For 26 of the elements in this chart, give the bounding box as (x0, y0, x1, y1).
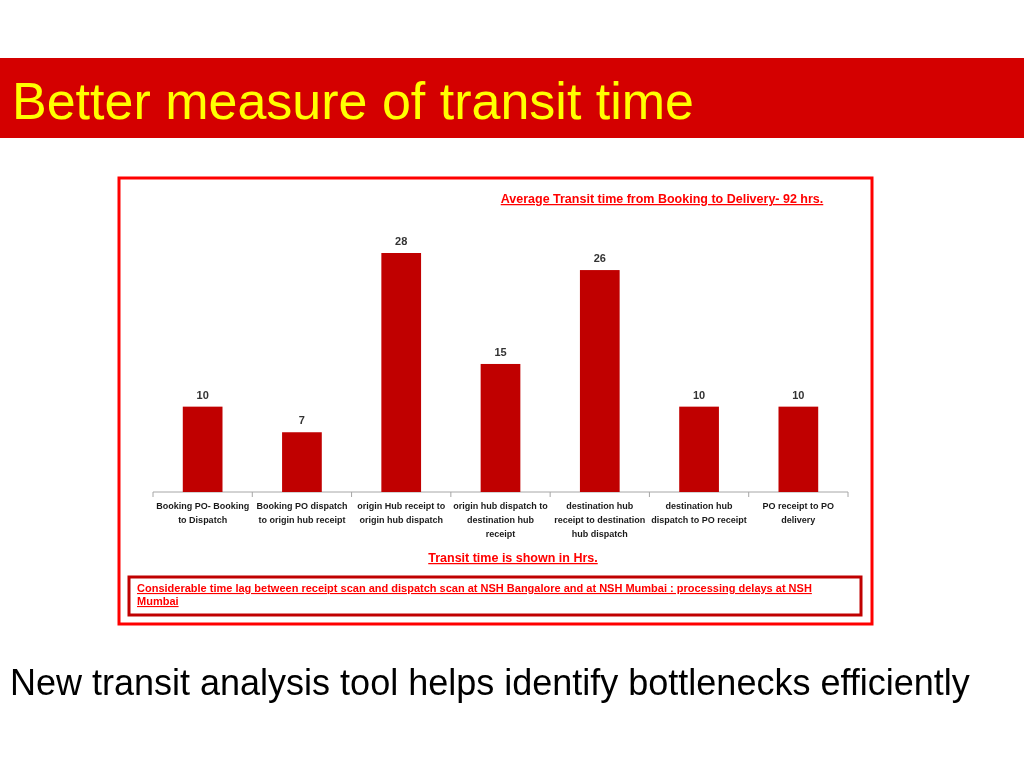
x-axis-title: Transit time is shown in Hrs. (428, 551, 598, 565)
text: Considerable time lag between receipt scan and dispatch scan at NSH Bangalore and at NSH Mumbai : processing delays at NSH Mumbai (137, 582, 812, 607)
data-label: 28 (395, 235, 408, 247)
bar (282, 432, 322, 492)
data-label: 10 (792, 388, 805, 401)
text: New transit analysis tool helps identify bottlenecks efficiently (10, 662, 970, 703)
bar (182, 406, 223, 492)
chart-title: Better measure of transit time (12, 72, 695, 130)
bar (778, 406, 819, 492)
chart-subtitle: Average Transit time from Booking to Delivery- 92 hrs. (500, 192, 824, 206)
x-tick-label: Booking PO dispatch to origin hub receipt (256, 501, 348, 525)
x-tick-label: PO receipt to PO delivery (762, 501, 835, 525)
data-label: 10 (692, 388, 706, 401)
bar (679, 406, 719, 492)
bar (579, 270, 620, 492)
data-label: 10 (196, 388, 209, 401)
x-tick-label: destination hub dispatch to PO receipt (651, 501, 747, 525)
x-tick-label: Booking PO- Booking to Dispatch (156, 501, 250, 525)
data-label: 15 (494, 345, 507, 358)
bar (480, 363, 521, 492)
data-label: 7 (298, 414, 305, 427)
data-label: 26 (593, 252, 606, 265)
x-tick-label: origin Hub receipt to origin hub dispatch (357, 501, 446, 525)
bar (381, 253, 422, 492)
x-tick-label: destination hub receipt to destination hub dispatch (554, 501, 646, 539)
x-tick-label: origin hub dispatch to destination hub receipt (453, 501, 549, 539)
